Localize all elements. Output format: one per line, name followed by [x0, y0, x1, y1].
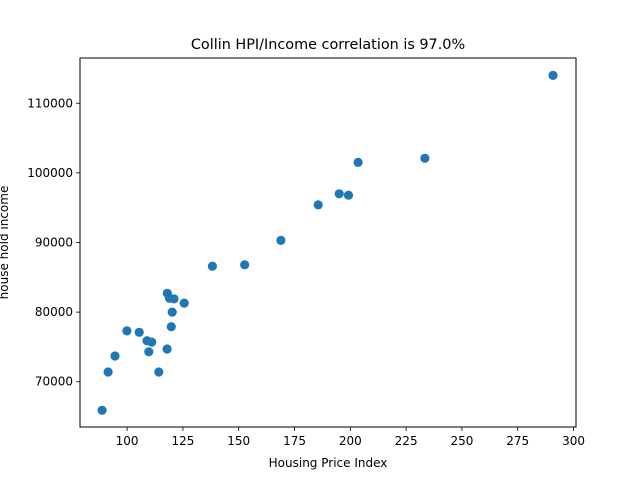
y-tick-label: 90000 — [35, 236, 73, 250]
data-point — [134, 327, 144, 337]
data-points — [97, 70, 558, 415]
x-tick-label: 175 — [283, 434, 306, 448]
x-tick-label: 225 — [395, 434, 418, 448]
data-point — [103, 367, 113, 377]
y-axis-ticks: 70000 80000 90000 100000 110000 — [27, 96, 80, 389]
data-point — [207, 261, 217, 271]
data-point — [240, 260, 250, 270]
data-point — [167, 307, 177, 317]
y-tick-label: 100000 — [27, 166, 73, 180]
y-tick-label: 70000 — [35, 375, 73, 389]
y-tick-label: 110000 — [27, 96, 73, 110]
x-tick-label: 125 — [171, 434, 194, 448]
x-tick-label: 100 — [116, 434, 139, 448]
data-point — [162, 344, 172, 354]
data-point — [97, 405, 107, 415]
data-point — [122, 326, 132, 336]
x-tick-label: 300 — [562, 434, 585, 448]
x-tick-label: 150 — [227, 434, 250, 448]
x-tick-label: 200 — [339, 434, 362, 448]
data-point — [343, 190, 354, 200]
y-tick-label: 80000 — [35, 305, 73, 319]
chart-title: Collin HPI/Income correlation is 97.0% — [191, 37, 465, 53]
data-point — [548, 70, 558, 80]
plot-frame — [79, 57, 577, 428]
data-point — [144, 347, 154, 357]
x-tick-label: 275 — [506, 434, 529, 448]
x-tick-label: 250 — [450, 434, 473, 448]
x-axis-label: Housing Price Index — [269, 456, 388, 470]
data-point — [147, 337, 157, 347]
data-point — [110, 351, 120, 361]
data-point — [276, 235, 286, 245]
data-point — [334, 189, 344, 199]
data-point — [313, 200, 323, 210]
data-point — [179, 298, 189, 308]
data-point — [154, 367, 164, 377]
x-axis-ticks: 100 125 150 175 200 225 250 275 300 — [116, 427, 585, 448]
data-point — [169, 294, 179, 304]
data-point — [420, 153, 430, 163]
y-axis-label: house hold income — [0, 186, 11, 300]
data-point — [353, 157, 363, 167]
data-point — [166, 322, 176, 332]
